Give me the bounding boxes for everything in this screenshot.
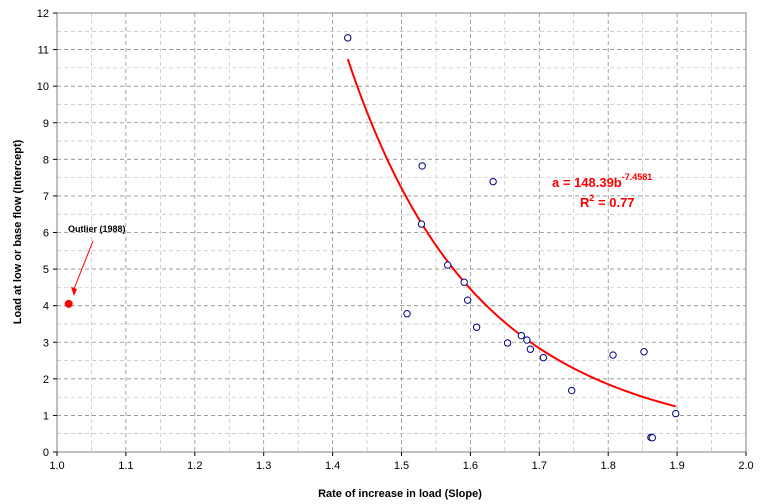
x-tick-label: 1.7 [532, 460, 547, 472]
data-point [526, 345, 535, 353]
y-tick-label: 1 [43, 410, 49, 422]
x-tick-label: 1.4 [325, 460, 340, 472]
x-tick-label: 1.8 [601, 460, 616, 472]
data-point [403, 310, 411, 318]
x-tick-label: 1.1 [118, 460, 133, 472]
data-point [517, 331, 526, 340]
y-tick-label: 2 [43, 374, 49, 386]
data-point [472, 323, 481, 331]
x-tick-label: 2.0 [738, 460, 753, 472]
trend-r2-prefix: R [580, 195, 590, 210]
x-axis-title: Rate of increase in load (Slope) [318, 488, 482, 500]
y-tick-label: 8 [43, 154, 49, 166]
x-tick-label: 1.3 [256, 460, 271, 472]
x-tick-label: 1.6 [463, 460, 478, 472]
x-tick-label: 1.9 [669, 460, 684, 472]
trend-equation: a = 148.39b-7.4581 [552, 172, 652, 190]
trend-r2-sup: 2 [589, 193, 594, 203]
data-point [648, 434, 656, 442]
y-tick-label: 9 [43, 118, 49, 130]
data-point [344, 34, 352, 42]
data-point [503, 339, 512, 347]
y-tick-label: 6 [43, 228, 49, 240]
y-tick-label: 7 [43, 191, 49, 203]
trend-line [346, 58, 676, 408]
y-tick-label: 11 [38, 45, 49, 57]
y-tick-label: 5 [43, 264, 49, 276]
data-point [523, 336, 531, 344]
trend-r2: R2 = 0.77 [580, 193, 635, 210]
y-tick-label: 10 [37, 81, 49, 93]
data-points [64, 34, 680, 442]
trend-r2-value: = 0.77 [594, 195, 634, 210]
trend-equation-exponent: -7.4581 [622, 172, 653, 182]
data-point [539, 353, 548, 362]
data-point [672, 409, 680, 418]
outlier-label: Outlier (1988) [68, 224, 126, 234]
outlier-point [64, 299, 73, 308]
data-point [443, 261, 452, 269]
x-ticks: 1.0 1.1 1.2 1.3 1.4 1.5 1.6 1.7 1.8 1.9 2.0 [49, 452, 754, 472]
data-point [489, 177, 497, 186]
x-tick-label: 1.2 [187, 460, 202, 472]
data-point [460, 278, 468, 286]
x-tick-label: 1.5 [394, 460, 409, 472]
trend-equation-main: a = 148.39b [552, 175, 622, 190]
y-tick-label: 3 [43, 337, 49, 349]
data-point [417, 220, 426, 228]
y-axis-title: Load at low or base flow (Intercept) [12, 139, 24, 324]
x-tick-label: 1.0 [49, 460, 64, 472]
y-tick-label: 0 [43, 447, 49, 459]
data-point [640, 348, 648, 356]
data-point [418, 162, 426, 170]
data-point [609, 351, 617, 359]
data-point [463, 296, 472, 304]
outlier-arrow-head [71, 287, 77, 296]
y-tick-label: 12 [37, 8, 49, 20]
y-tick-label: 4 [43, 301, 49, 313]
data-point [567, 386, 576, 395]
grid [57, 13, 746, 452]
outlier-arrow-line [73, 240, 94, 290]
